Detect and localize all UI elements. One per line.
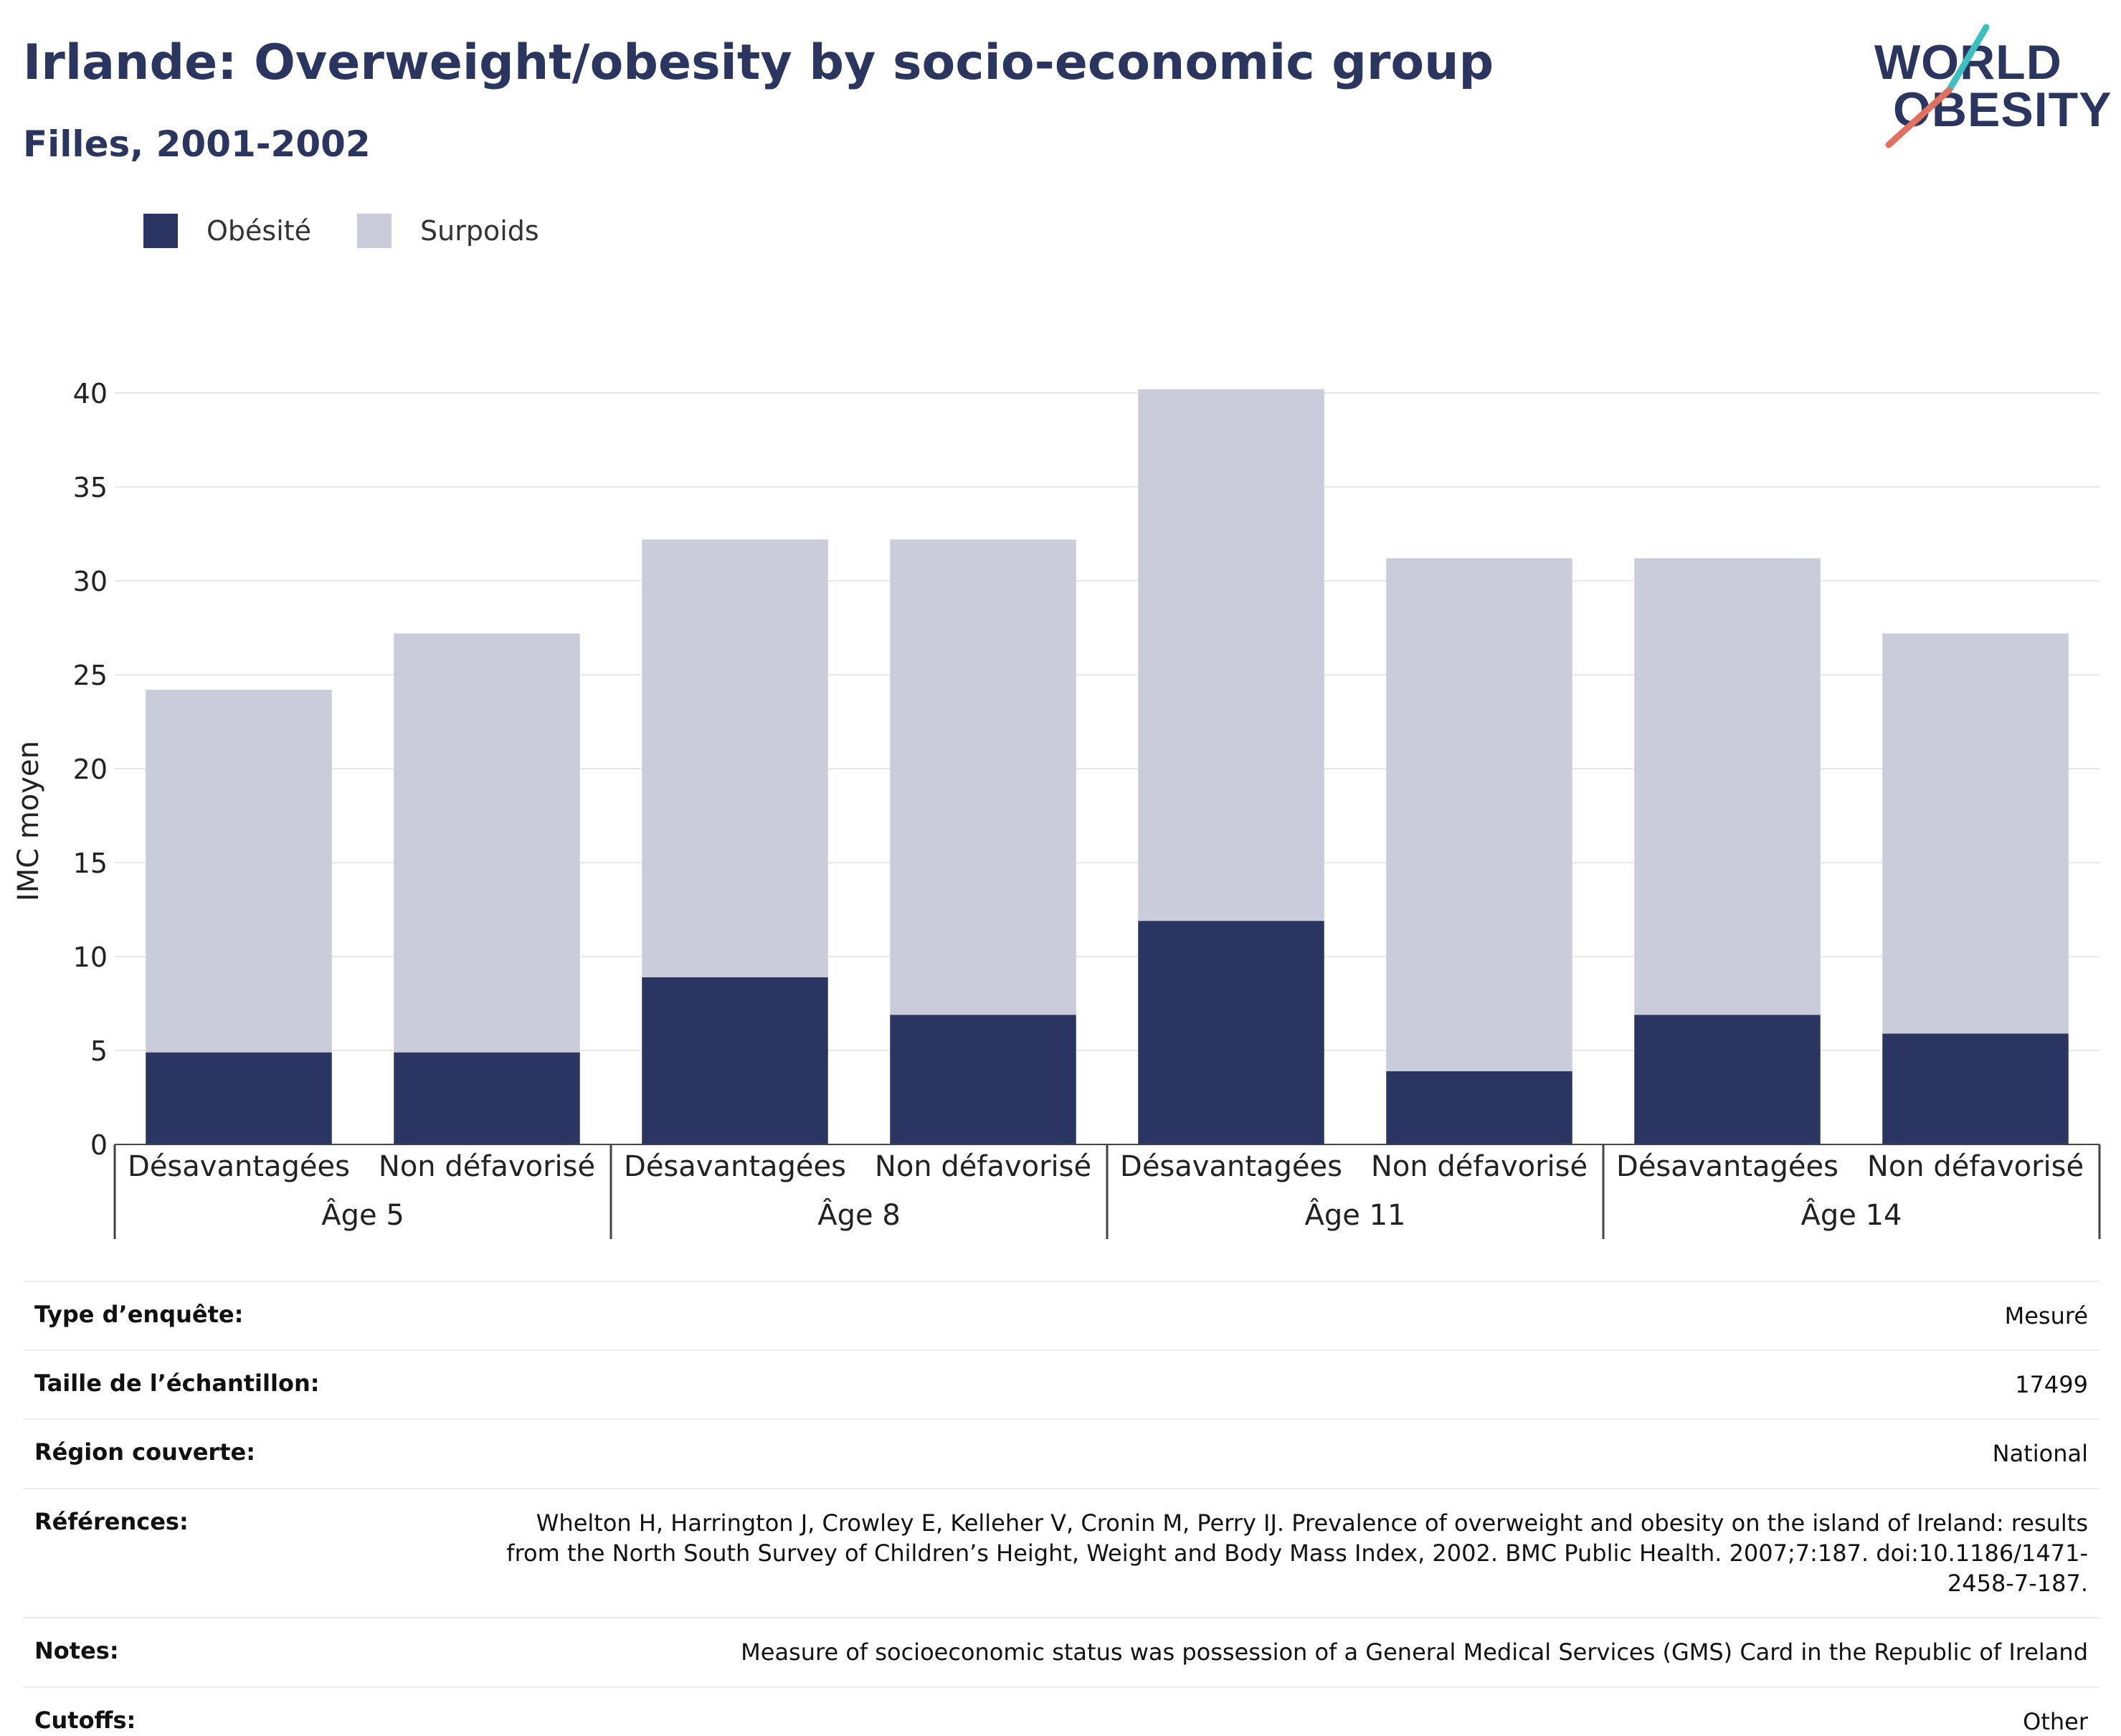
info-value: 17499 <box>2015 1371 2088 1399</box>
world-obesity-logo: WORLD OBESITY <box>1864 22 2112 151</box>
y-tick-label: 15 <box>73 848 108 879</box>
x-tick-label: Non défavorisé <box>379 1150 595 1183</box>
x-tick-label: Non défavorisé <box>1371 1150 1588 1183</box>
bar-obesity <box>1882 1033 2069 1144</box>
bar-overweight <box>1386 558 1572 1071</box>
info-row: Type d’enquête: Mesuré <box>23 1281 2099 1350</box>
legend-item-obesity[interactable]: Obésité <box>143 214 311 248</box>
bar-obesity <box>1634 1015 1821 1144</box>
y-tick-label: 0 <box>90 1129 108 1161</box>
bar-overweight <box>394 633 580 1053</box>
page-subtitle: Filles, 2001-2002 <box>23 123 371 165</box>
info-row: Cutoffs: Other <box>23 1686 2099 1736</box>
y-tick-label: 20 <box>73 754 108 785</box>
info-value: Whelton H, Harrington J, Crowley E, Kell… <box>506 1509 2088 1598</box>
info-value: National <box>1992 1440 2088 1468</box>
group-label: Âge 11 <box>1305 1197 1406 1232</box>
info-key: Références: <box>34 1507 189 1535</box>
info-value: Other <box>2023 1707 2088 1735</box>
y-tick-label: 30 <box>73 566 108 597</box>
legend-label-overweight: Surpoids <box>420 215 539 247</box>
x-tick-label: Non défavorisé <box>875 1150 1091 1183</box>
y-tick-label: 40 <box>73 378 108 409</box>
page-title: Irlande: Overweight/obesity by socio-eco… <box>23 34 1494 91</box>
info-value: Mesuré <box>2004 1302 2088 1329</box>
x-tick-label: Désavantagées <box>128 1150 350 1183</box>
legend-swatch-obesity <box>143 214 178 248</box>
bar-overweight <box>1882 633 2069 1034</box>
bar-chart: 0 5 10 15 20 25 30 35 40 Désavantagées Non défavor… <box>73 378 2101 1239</box>
group-label: Âge 8 <box>817 1197 901 1232</box>
bar-overweight <box>1634 558 1821 1015</box>
y-tick-label: 5 <box>90 1035 108 1067</box>
info-row: Références: Whelton H, Harrington J, Crow… <box>23 1487 2099 1618</box>
info-row: Région couverte: National <box>23 1418 2099 1487</box>
survey-info-table: Type d’enquête: Mesuré Taille de l’échanti… <box>23 1281 2099 1736</box>
y-tick-label: 25 <box>73 660 108 691</box>
y-tick-label: 35 <box>73 472 108 503</box>
info-row: Taille de l’échantillon: 17499 <box>23 1350 2099 1418</box>
x-tick-label: Désavantagées <box>1120 1150 1342 1183</box>
info-key: Cutoffs: <box>34 1706 136 1734</box>
legend-item-overweight[interactable]: Surpoids <box>357 214 539 248</box>
bar-obesity <box>1138 921 1324 1144</box>
logo-slash-icon <box>1885 24 1990 148</box>
info-key: Notes: <box>34 1637 119 1665</box>
chart-legend: Obésité Surpoids <box>143 214 585 248</box>
x-tick-label: Non défavorisé <box>1867 1150 2084 1183</box>
bar-obesity <box>1386 1071 1572 1144</box>
info-row: Notes: Measure of socioeconomic status wa… <box>23 1617 2099 1686</box>
group-label: Âge 14 <box>1801 1197 1902 1232</box>
bar-obesity <box>394 1052 580 1144</box>
group-label: Âge 5 <box>321 1197 404 1232</box>
bar-obesity <box>146 1052 332 1144</box>
info-value: Measure of socioeconomic status was poss… <box>741 1638 2088 1666</box>
bar-overweight <box>146 689 332 1053</box>
legend-label-obesity: Obésité <box>207 215 312 247</box>
bar-obesity <box>890 1015 1076 1144</box>
bar-overweight <box>1138 389 1324 921</box>
info-key: Type d’enquête: <box>34 1301 244 1328</box>
info-key: Région couverte: <box>34 1438 255 1466</box>
legend-swatch-overweight <box>357 214 392 248</box>
info-key: Taille de l’échantillon: <box>34 1370 320 1398</box>
bar-overweight <box>642 539 828 977</box>
x-tick-label: Désavantagées <box>624 1150 846 1183</box>
bar-overweight <box>890 539 1076 1015</box>
bar-obesity <box>642 977 828 1144</box>
y-tick-label: 10 <box>73 941 108 973</box>
x-tick-label: Désavantagées <box>1616 1150 1838 1183</box>
